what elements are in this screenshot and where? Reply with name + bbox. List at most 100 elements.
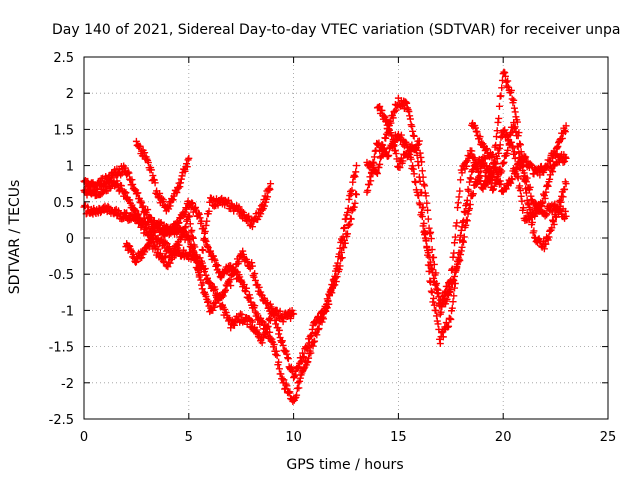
data-point [443,295,451,303]
data-point [517,192,525,200]
data-point [449,298,457,306]
data-point [150,228,158,236]
data-point [427,258,435,266]
data-point [418,213,426,221]
y-tick-label: 2 [66,87,74,102]
data-point [246,294,254,302]
data-point [451,239,459,247]
data-point [473,180,481,188]
data-point [279,318,287,326]
data-point [275,365,283,373]
data-point [480,162,488,170]
data-point [549,168,557,176]
data-point [530,170,538,178]
data-point [498,84,506,92]
data-point [458,243,466,251]
data-point [331,272,339,280]
data-point [508,95,516,103]
data-point [437,308,445,316]
data-point [295,384,303,392]
data-point [141,149,149,157]
data-point [396,164,404,172]
data-point [433,285,441,293]
data-point [410,170,418,178]
data-point [503,149,511,157]
data-point [253,310,261,318]
data-point [559,158,567,166]
data-point [528,196,536,204]
data-point [504,137,512,145]
data-point [417,153,425,161]
data-point [204,274,212,282]
data-point [497,92,505,100]
data-point [266,328,274,336]
data-point [545,163,553,171]
data-point [347,190,355,198]
data-point [429,298,437,306]
data-point [418,167,426,175]
data-point [150,238,158,246]
data-point [84,203,92,211]
data-point [189,234,197,242]
grid-lines [84,57,608,419]
data-point [457,251,465,259]
data-point [409,127,417,135]
data-point [226,276,234,284]
data-point [299,353,307,361]
data-point [224,277,232,285]
data-point [214,262,222,270]
data-point [183,163,191,171]
data-point [290,310,298,318]
data-point [221,288,229,296]
data-point [399,157,407,165]
data-point [161,252,169,260]
y-tick-label: 0 [66,232,74,247]
data-point [164,263,172,271]
data-point [501,126,509,134]
data-point [516,164,524,172]
data-point [170,247,178,255]
data-point [544,182,552,190]
data-point [432,269,440,277]
data-point [329,284,337,292]
data-point [370,153,378,161]
data-point [373,168,381,176]
data-point [93,184,101,192]
data-point [198,257,206,265]
data-point [497,180,505,188]
data-point [149,172,157,180]
data-point [463,162,471,170]
data-point [187,228,195,236]
data-point [416,201,424,209]
data-point [323,303,331,311]
data-point [390,141,398,149]
data-point [139,220,147,228]
data-point [426,230,434,238]
data-point [212,261,220,269]
data-point [518,197,526,205]
data-point [467,150,475,158]
data-point [460,233,468,241]
data-point [188,199,196,207]
data-point [542,240,550,248]
y-tick-label: -1 [61,304,74,319]
data-point [265,316,273,324]
x-tick-label: 10 [285,430,302,445]
data-point [424,249,432,257]
data-point [403,99,411,107]
data-point [448,304,456,312]
data-point [427,235,435,243]
data-point [238,207,246,215]
data-point [421,231,429,239]
data-point [146,239,154,247]
data-point [240,281,248,289]
data-point [304,343,312,351]
data-point [510,124,518,132]
data-point [427,264,435,272]
data-point [193,258,201,266]
data-point [201,235,209,243]
data-point [513,166,521,174]
data-point [173,188,181,196]
data-point [206,279,214,287]
data-point [463,200,471,208]
